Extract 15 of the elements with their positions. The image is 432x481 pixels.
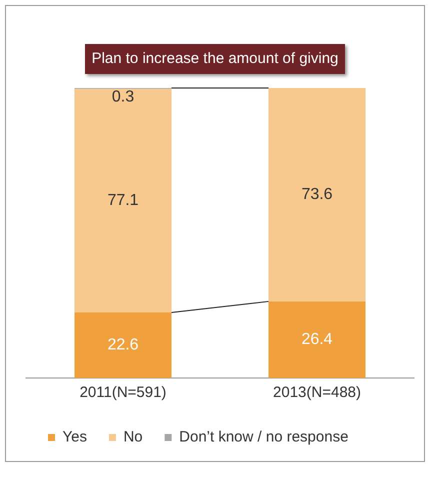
bar xyxy=(74,88,172,312)
data-label: 22.6 xyxy=(107,336,139,354)
legend-label: Yes xyxy=(62,428,87,446)
x-tick-label: 2013(N=488) xyxy=(273,384,361,402)
data-label: 77.1 xyxy=(107,192,139,210)
data-label: 26.4 xyxy=(301,331,333,348)
bar xyxy=(74,312,172,378)
data-label: 73.6 xyxy=(301,186,333,204)
data-label: 0.3 xyxy=(112,88,134,106)
chart-title: Plan to increase the amount of giving xyxy=(85,44,345,74)
x-tick-label: 2011(N=591) xyxy=(80,384,166,402)
legend-label: Don’t know / no response xyxy=(179,428,348,446)
bar xyxy=(268,301,366,378)
legend-label: No xyxy=(123,428,143,446)
bar xyxy=(268,88,366,302)
